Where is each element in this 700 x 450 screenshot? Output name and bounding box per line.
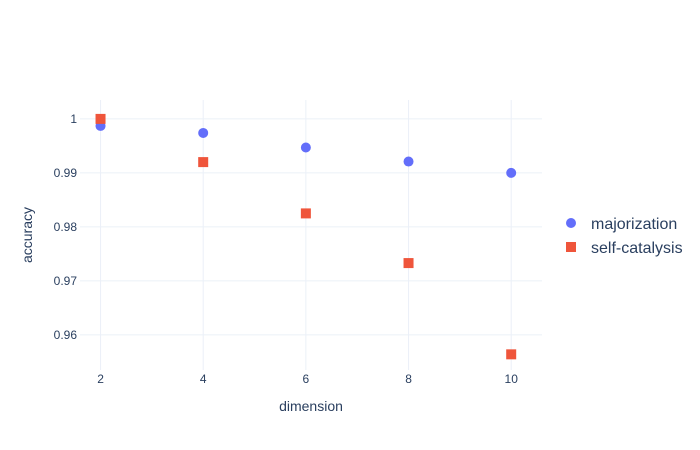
data-points: [95, 113, 517, 360]
y-tick-label: 0.98: [54, 220, 78, 234]
self-catalysis-point: [198, 157, 209, 168]
self-catalysis-point: [403, 258, 414, 269]
self-catalysis-point: [95, 113, 106, 124]
x-tick-label: 6: [303, 372, 310, 386]
y-tick-label: 0.97: [54, 274, 78, 288]
x-tick-label: 8: [405, 372, 412, 386]
y-tick-label: 0.96: [54, 328, 78, 342]
majorization-point: [198, 127, 209, 138]
x-axis-ticks: 2 4 6 8 10: [97, 372, 518, 386]
self-catalysis-point: [506, 349, 517, 360]
legend-item-self-catalysis[interactable]: self-catalysis: [566, 240, 683, 257]
majorization-point: [506, 167, 517, 178]
majorization-point: [403, 156, 414, 167]
x-tick-label: 2: [97, 372, 104, 386]
self-catalysis-point: [300, 208, 311, 219]
legend-circle-marker: [566, 218, 576, 228]
y-tick-label: 1: [70, 112, 77, 126]
x-axis-title: dimension: [279, 398, 343, 414]
y-axis-ticks: 0.96 0.97 0.98 0.99 1: [54, 112, 78, 342]
legend-square-marker: [566, 242, 576, 252]
x-tick-label: 4: [200, 372, 207, 386]
x-tick-label: 10: [505, 372, 519, 386]
legend-label: majorization: [591, 216, 677, 233]
legend[interactable]: majorization self-catalysis: [566, 216, 683, 257]
legend-item-majorization[interactable]: majorization: [566, 216, 677, 233]
majorization-point: [300, 142, 311, 153]
grid-lines: [80, 100, 542, 370]
legend-label: self-catalysis: [591, 240, 683, 257]
y-tick-label: 0.99: [54, 166, 78, 180]
y-axis-title: accuracy: [19, 207, 35, 263]
